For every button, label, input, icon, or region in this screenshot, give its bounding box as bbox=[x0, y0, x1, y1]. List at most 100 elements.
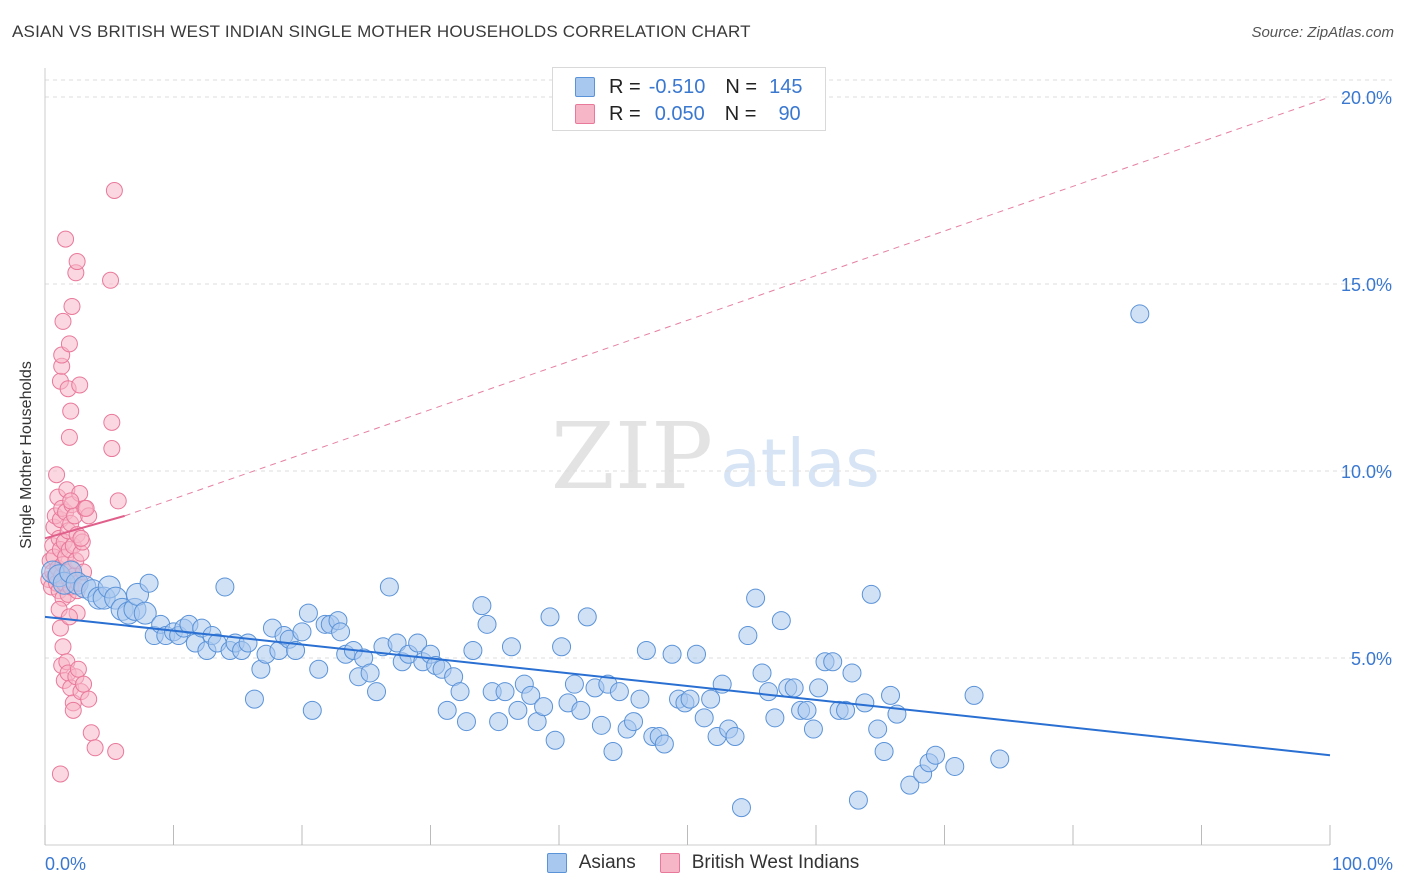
asian-point bbox=[964, 685, 984, 705]
asian-point bbox=[495, 682, 515, 702]
tick-labels: 5.0% 10.0% 15.0% 20.0% 0.0% 100.0% bbox=[45, 88, 1393, 874]
asian-point bbox=[139, 573, 159, 593]
bwi-trend-line bbox=[44, 514, 125, 540]
bwi-points bbox=[40, 182, 127, 783]
bwi-point bbox=[75, 675, 93, 693]
asian-point bbox=[861, 584, 881, 604]
legend-item-bwi: British West Indians bbox=[659, 852, 860, 874]
asian-point bbox=[437, 700, 457, 720]
bwi-point bbox=[103, 413, 121, 431]
asian-point bbox=[463, 641, 483, 661]
asian-point bbox=[472, 596, 492, 616]
asian-point bbox=[545, 730, 565, 750]
asian-point bbox=[784, 678, 804, 698]
asians-swatch bbox=[575, 77, 595, 97]
legend-row-bwi: R = 0.050 N = 90 bbox=[575, 102, 801, 126]
legend-item-asians: Asians bbox=[546, 852, 636, 874]
asian-point bbox=[501, 637, 521, 657]
asian-point bbox=[686, 644, 706, 664]
bwi-point bbox=[77, 499, 95, 517]
y-tick-label: 10.0% bbox=[1341, 462, 1392, 482]
asian-point bbox=[738, 626, 758, 646]
bwi-point bbox=[109, 492, 127, 510]
bwi-point bbox=[102, 271, 120, 289]
chart-title: ASIAN VS BRITISH WEST INDIAN SINGLE MOTH… bbox=[12, 22, 751, 41]
asian-point bbox=[630, 689, 650, 709]
x-tick-label-max: 100.0% bbox=[1332, 854, 1393, 874]
axes bbox=[44, 68, 1331, 846]
asian-point bbox=[758, 682, 778, 702]
series-legend: Asians British West Indians bbox=[0, 852, 1406, 874]
asian-point bbox=[771, 611, 791, 631]
asian-point bbox=[945, 756, 965, 776]
asian-point bbox=[408, 633, 428, 653]
asian-point bbox=[521, 685, 541, 705]
r-label: R = bbox=[609, 75, 641, 98]
bwi-point bbox=[62, 402, 80, 420]
bwi-swatch bbox=[575, 104, 595, 124]
asian-point bbox=[823, 652, 843, 672]
asian-point bbox=[387, 633, 407, 653]
bwi-point bbox=[48, 466, 66, 484]
asian-point bbox=[701, 689, 721, 709]
asian-point bbox=[609, 682, 629, 702]
bwi-point bbox=[51, 765, 69, 783]
asian-point bbox=[309, 659, 329, 679]
asian-point bbox=[286, 641, 306, 661]
bwi-point bbox=[105, 182, 123, 199]
n-value-bwi: 90 bbox=[778, 102, 801, 125]
asian-point bbox=[662, 644, 682, 664]
trend-lines bbox=[44, 96, 1331, 757]
bwi-point bbox=[63, 297, 81, 315]
asian-point bbox=[855, 693, 875, 713]
asian-point bbox=[624, 712, 644, 732]
asian-point bbox=[292, 622, 312, 642]
r-label: R = bbox=[609, 102, 641, 125]
asian-point bbox=[900, 775, 920, 795]
legend-row-asians: R = -0.510 N = 145 bbox=[575, 75, 802, 99]
bwi-point bbox=[57, 230, 75, 248]
asian-point bbox=[298, 603, 318, 623]
asian-point bbox=[881, 685, 901, 705]
asian-point bbox=[571, 700, 591, 720]
asian-point bbox=[450, 682, 470, 702]
asian-point bbox=[803, 719, 823, 739]
asian-point bbox=[244, 689, 264, 709]
asian-trend-line bbox=[44, 615, 1331, 757]
bwi-point bbox=[107, 743, 125, 760]
asian-point bbox=[797, 700, 817, 720]
bwi-point bbox=[60, 608, 78, 626]
asian-point bbox=[680, 689, 700, 709]
asian-point bbox=[215, 577, 235, 597]
asian-point bbox=[577, 607, 597, 627]
bwi-point bbox=[51, 619, 69, 637]
bwi-point bbox=[60, 335, 78, 353]
asian-points bbox=[41, 304, 1150, 818]
asian-point bbox=[360, 663, 380, 683]
bwi-point bbox=[80, 690, 98, 708]
y-tick-label: 5.0% bbox=[1351, 649, 1392, 669]
asian-point bbox=[731, 798, 751, 818]
bwi-point bbox=[71, 376, 89, 394]
asian-point bbox=[836, 700, 856, 720]
asian-point bbox=[379, 577, 399, 597]
asian-point bbox=[868, 719, 888, 739]
watermark: ZIP atlas bbox=[551, 403, 880, 510]
y-tick-label: 15.0% bbox=[1341, 275, 1392, 295]
bwi-trend-extension bbox=[124, 96, 1331, 517]
n-label: N = bbox=[725, 75, 758, 98]
bwi-point bbox=[82, 724, 100, 742]
asian-point bbox=[591, 715, 611, 735]
asian-point bbox=[238, 633, 258, 653]
bwi-point bbox=[54, 638, 72, 656]
asian-point bbox=[809, 678, 829, 698]
asian-point bbox=[456, 712, 476, 732]
bwi-point bbox=[86, 739, 104, 757]
asian-point bbox=[489, 712, 509, 732]
legend-label-asians: Asians bbox=[578, 852, 636, 873]
bwi-point bbox=[64, 701, 82, 719]
legend-label-bwi: British West Indians bbox=[691, 852, 860, 873]
source-label: Source: ZipAtlas.com bbox=[1251, 24, 1394, 41]
asian-point bbox=[133, 601, 157, 625]
